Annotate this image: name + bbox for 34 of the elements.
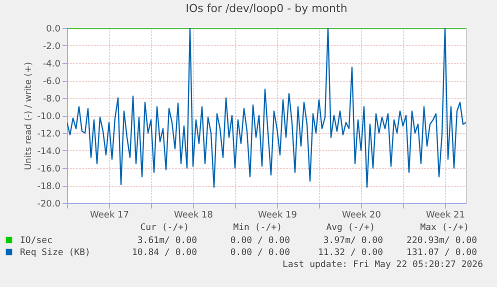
text: 11.32 / 0.00	[318, 248, 383, 258]
x-tick-label: Week 21	[426, 210, 465, 220]
y-tick-label: -12.0	[37, 130, 61, 140]
chart-title: IOs for /dev/loop0 - by month	[186, 2, 348, 15]
text: 3.97m/ 0.00	[323, 236, 383, 246]
x-tick-label: Week 17	[90, 210, 129, 220]
text: Min (-/+)	[233, 223, 282, 233]
text: Max (-/+)	[420, 223, 469, 233]
text: 0.00 / 0.00	[230, 236, 290, 246]
legend-label: IO/sec	[20, 236, 53, 246]
y-tick-label: -2.0	[42, 42, 61, 52]
x-tick-label: Week 20	[342, 210, 382, 220]
text: Cur (-/+)	[140, 223, 189, 233]
text: Last update: Fri May 22 05:20:27 2026	[282, 260, 483, 270]
x-tick-label: Week 19	[258, 210, 298, 220]
legend-label: Req Size (KB)	[20, 248, 90, 258]
y-tick-label: -18.0	[37, 182, 61, 192]
y-axis-title: Units read (-) / write (+)	[24, 62, 34, 170]
text: 131.07 / 0.00	[406, 248, 477, 258]
y-tick-label: -16.0	[37, 164, 61, 174]
text: 10.84 / 0.00	[132, 248, 197, 258]
y-tick-label: -14.0	[37, 147, 61, 157]
line-series	[67, 28, 466, 188]
text: Avg (-/+)	[326, 223, 375, 233]
x-tick-label: Week 18	[174, 210, 214, 220]
y-tick-label: -6.0	[42, 77, 61, 87]
y-tick-label: -10.0	[37, 112, 61, 122]
y-tick-label: -20.0	[37, 200, 61, 210]
text: 0.00 / 0.00	[230, 248, 290, 258]
y-tick-label: -4.0	[42, 60, 61, 70]
y-tick-label: 0.0	[46, 24, 61, 34]
text: 3.61m/ 0.00	[137, 236, 197, 246]
y-tick-label: -8.0	[42, 94, 61, 104]
text: 220.93m/ 0.00	[406, 236, 477, 246]
